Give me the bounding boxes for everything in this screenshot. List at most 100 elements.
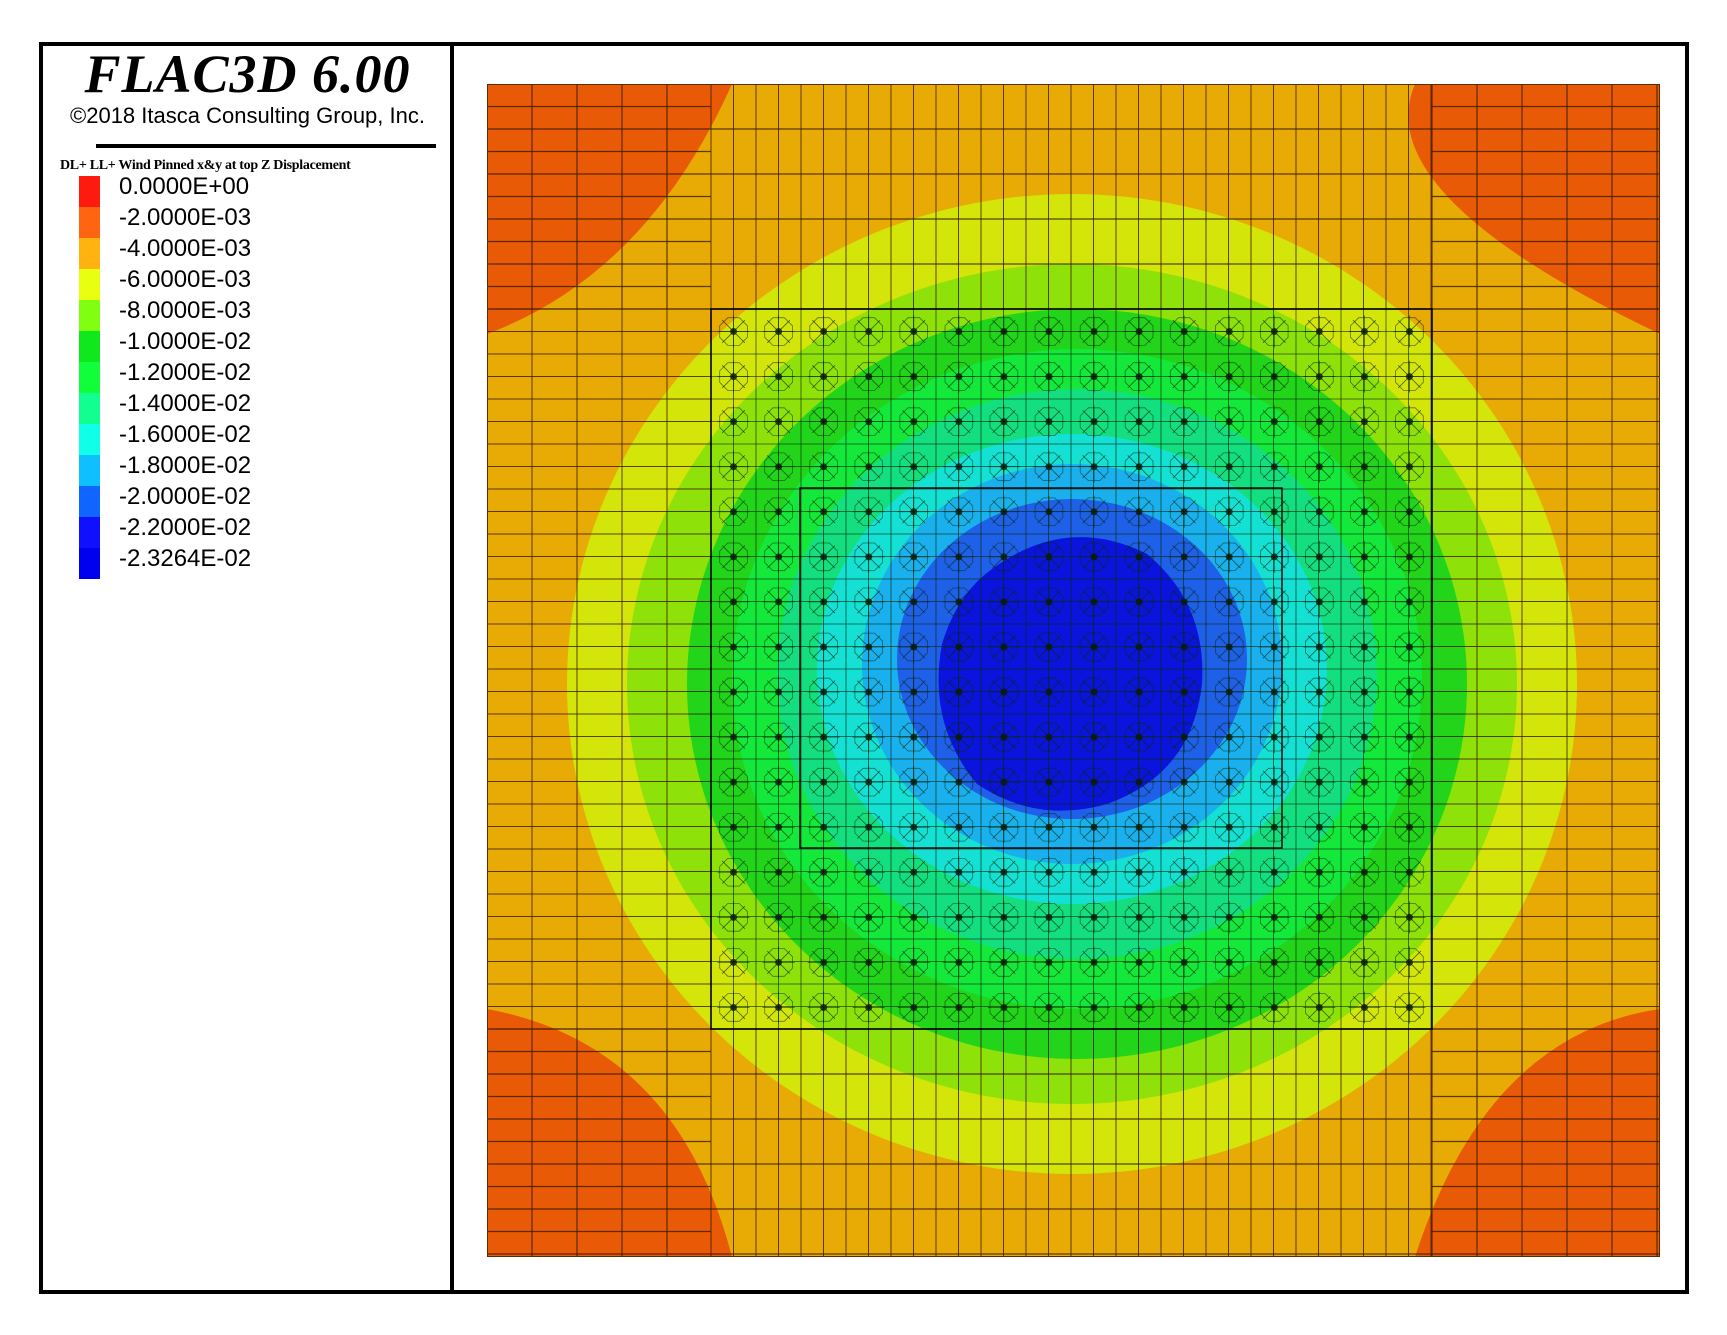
pile-node xyxy=(1393,450,1426,483)
pile-node xyxy=(762,811,795,844)
pile-node xyxy=(1032,676,1065,709)
pile-node xyxy=(987,856,1020,889)
pile-node xyxy=(987,721,1020,754)
pile-node xyxy=(1213,901,1246,934)
pile-node xyxy=(897,450,930,483)
pile-node xyxy=(1123,360,1156,393)
pile-node xyxy=(1348,901,1381,934)
pile-node xyxy=(1213,495,1246,528)
pile-node xyxy=(1032,315,1065,348)
pile-node xyxy=(1303,766,1336,799)
pile-node xyxy=(1168,901,1201,934)
pile-node xyxy=(897,405,930,438)
pile-node xyxy=(807,450,840,483)
pile-node xyxy=(1303,856,1336,889)
pile-node xyxy=(807,315,840,348)
pile-node xyxy=(942,946,975,979)
pile-node xyxy=(1213,540,1246,573)
pile-node xyxy=(852,721,885,754)
pile-node xyxy=(762,766,795,799)
pile-node xyxy=(1078,450,1111,483)
pile-node xyxy=(1348,991,1381,1024)
pile-node xyxy=(1213,676,1246,709)
pile-node xyxy=(987,450,1020,483)
legend-label: -2.2000E-02 xyxy=(119,514,252,541)
pile-node xyxy=(1348,630,1381,663)
pile-node xyxy=(1393,676,1426,709)
legend-swatch xyxy=(79,207,100,238)
pile-node xyxy=(1348,360,1381,393)
pile-node xyxy=(1303,495,1336,528)
pile-node xyxy=(1078,721,1111,754)
pile-node xyxy=(897,540,930,573)
legend-label: 0.0000E+00 xyxy=(119,173,250,200)
pile-node xyxy=(987,766,1020,799)
pile-node xyxy=(1213,405,1246,438)
pile-node xyxy=(942,360,975,393)
pile-node xyxy=(1348,856,1381,889)
pile-node xyxy=(717,991,750,1024)
pile-node xyxy=(852,540,885,573)
copyright: ©2018 Itasca Consulting Group, Inc. xyxy=(70,103,425,128)
pile-node xyxy=(1393,360,1426,393)
pile-node xyxy=(1348,540,1381,573)
pile-node xyxy=(1303,946,1336,979)
pile-node xyxy=(1078,540,1111,573)
pile-node xyxy=(1393,811,1426,844)
pile-node xyxy=(1213,315,1246,348)
pile-node xyxy=(717,721,750,754)
legend-swatch xyxy=(79,517,100,548)
pile-node xyxy=(762,946,795,979)
pile-node xyxy=(852,495,885,528)
legend-label: -1.2000E-02 xyxy=(119,359,252,386)
pile-node xyxy=(1078,811,1111,844)
pile-node xyxy=(1303,405,1336,438)
pile-node xyxy=(852,630,885,663)
pile-node xyxy=(942,721,975,754)
pile-node xyxy=(717,585,750,618)
legend-swatch xyxy=(79,269,100,300)
pile-node xyxy=(1348,450,1381,483)
pile-node xyxy=(1258,540,1291,573)
pile-node xyxy=(762,585,795,618)
pile-node xyxy=(1348,811,1381,844)
pile-node xyxy=(1078,856,1111,889)
pile-node xyxy=(1168,450,1201,483)
pile-node xyxy=(987,405,1020,438)
pile-node xyxy=(1213,766,1246,799)
pile-node xyxy=(1213,946,1246,979)
pile-node xyxy=(1213,856,1246,889)
pile-node xyxy=(1393,766,1426,799)
pile-node xyxy=(1078,946,1111,979)
legend-label: -8.0000E-03 xyxy=(119,297,252,324)
pile-node xyxy=(717,315,750,348)
pile-node xyxy=(1078,901,1111,934)
pile-node xyxy=(1303,991,1336,1024)
pile-node xyxy=(942,630,975,663)
pile-node xyxy=(1123,405,1156,438)
pile-node xyxy=(1168,585,1201,618)
pile-node xyxy=(762,856,795,889)
pile-node xyxy=(897,630,930,663)
pile-node xyxy=(1032,766,1065,799)
pile-node xyxy=(1123,991,1156,1024)
legend-swatch xyxy=(79,238,100,269)
pile-node xyxy=(762,991,795,1024)
pile-node xyxy=(1258,946,1291,979)
pile-node xyxy=(807,766,840,799)
panel-divider xyxy=(450,42,454,1294)
contour-plot xyxy=(487,84,1660,1257)
legend-swatch xyxy=(79,548,100,579)
pile-node xyxy=(807,630,840,663)
pile-node xyxy=(942,495,975,528)
pile-node xyxy=(807,811,840,844)
legend-label: -1.8000E-02 xyxy=(119,452,252,479)
pile-node xyxy=(807,360,840,393)
pile-node xyxy=(852,901,885,934)
pile-node xyxy=(1348,946,1381,979)
pile-node xyxy=(717,946,750,979)
pile-node xyxy=(807,585,840,618)
pile-node xyxy=(717,540,750,573)
pile-node xyxy=(762,495,795,528)
contour-plot-svg xyxy=(487,84,1660,1257)
